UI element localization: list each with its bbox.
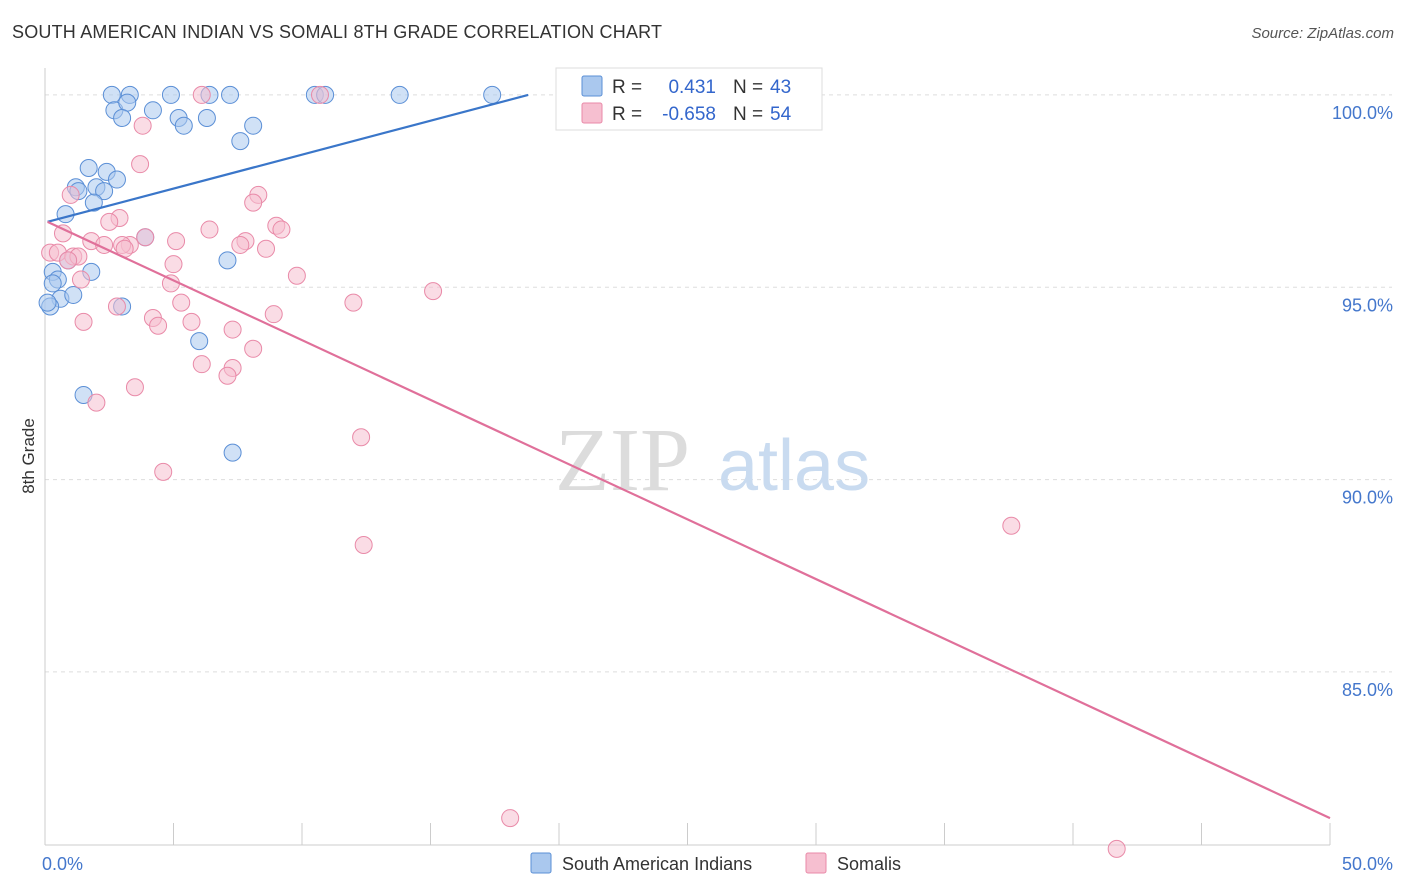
legend-n-value-2: 54 [770, 104, 792, 125]
legend-swatch-pink [581, 102, 603, 124]
correlation-legend: R = 0.431 N = 43 R = -0.658 N = 54 [555, 67, 823, 131]
point-south-american-indians [79, 159, 98, 178]
point-somalis [1107, 839, 1126, 858]
legend-r-label-1: R = [612, 77, 642, 98]
point-south-american-indians [390, 85, 409, 104]
point-somalis [287, 266, 306, 285]
trend-line-south-american-indians [47, 93, 529, 223]
watermark-atlas: atlas [718, 426, 870, 506]
point-somalis [182, 312, 201, 331]
point-somalis [192, 85, 211, 104]
point-somalis [501, 809, 520, 828]
trend-lines [47, 93, 1331, 820]
point-somalis [424, 282, 443, 301]
y-tick-label: 95.0% [1342, 295, 1393, 315]
point-somalis [59, 251, 78, 270]
point-somalis [125, 378, 144, 397]
legend-r-value-1: 0.431 [668, 77, 716, 98]
point-somalis [264, 305, 283, 324]
legend-n-label-1: N = [733, 77, 763, 98]
point-somalis [257, 239, 276, 258]
point-somalis [272, 220, 291, 239]
point-somalis [136, 228, 155, 247]
point-south-american-indians [43, 274, 62, 293]
point-somalis [192, 355, 211, 374]
point-somalis [344, 293, 363, 312]
point-somalis [244, 193, 263, 212]
y-axis-label: 8th Grade [19, 418, 38, 494]
point-south-american-indians [38, 293, 57, 312]
point-south-american-indians [174, 116, 193, 135]
y-tick-labels: 100.0% 95.0% 90.0% 85.0% [1332, 103, 1393, 700]
series-legend: South American Indians Somalis [530, 852, 901, 874]
point-south-american-indians [118, 93, 137, 112]
point-south-american-indians [221, 85, 240, 104]
point-somalis [71, 270, 90, 289]
legend-label-somalis: Somalis [837, 854, 901, 874]
point-somalis [1002, 516, 1021, 535]
point-somalis [87, 393, 106, 412]
point-south-american-indians [190, 332, 209, 351]
point-somalis [167, 232, 186, 251]
y-tick-label: 85.0% [1342, 680, 1393, 700]
point-south-american-indians [143, 101, 162, 120]
point-somalis [352, 428, 371, 447]
point-south-american-indians [64, 285, 83, 304]
point-south-american-indians [102, 85, 121, 104]
legend-swatch-south-american-indians [530, 852, 552, 874]
y-tick-label: 100.0% [1332, 103, 1393, 123]
x-axis-ticks [173, 823, 1331, 845]
point-south-american-indians [107, 170, 126, 189]
point-south-american-indians [244, 116, 263, 135]
point-south-american-indians [218, 251, 237, 270]
trend-line-somalis [47, 220, 1331, 820]
point-somalis [172, 293, 191, 312]
point-somalis [354, 535, 373, 554]
point-somalis [100, 212, 119, 231]
legend-r-label-2: R = [612, 104, 642, 125]
x-tick-label: 50.0% [1342, 854, 1393, 874]
point-somalis [74, 312, 93, 331]
point-south-american-indians [483, 85, 502, 104]
legend-swatch-blue [581, 75, 603, 97]
point-south-american-indians [84, 193, 103, 212]
point-somalis [310, 85, 329, 104]
point-somalis [149, 316, 168, 335]
legend-n-label-2: N = [733, 104, 763, 125]
point-south-american-indians [231, 132, 250, 151]
y-tick-label: 90.0% [1342, 488, 1393, 508]
point-somalis [61, 185, 80, 204]
point-somalis [223, 320, 242, 339]
legend-r-value-2: -0.658 [662, 104, 716, 125]
x-tick-labels: 0.0% 50.0% [42, 854, 1393, 874]
legend-swatch-somalis [805, 852, 827, 874]
point-south-american-indians [56, 205, 75, 224]
point-somalis [218, 366, 237, 385]
point-somalis [200, 220, 219, 239]
point-somalis [107, 297, 126, 316]
point-somalis [131, 155, 150, 174]
chart-title: SOUTH AMERICAN INDIAN VS SOMALI 8TH GRAD… [12, 22, 663, 42]
point-south-american-indians [223, 443, 242, 462]
point-somalis [244, 339, 263, 358]
point-south-american-indians [113, 109, 132, 128]
point-somalis [231, 235, 250, 254]
legend-n-value-1: 43 [770, 77, 791, 98]
gridlines [45, 94, 1392, 673]
watermark-zip: ZIP [555, 411, 690, 510]
source-label: Source: ZipAtlas.com [1251, 25, 1394, 42]
point-south-american-indians [161, 85, 180, 104]
x-tick-label: 0.0% [42, 854, 83, 874]
point-somalis [133, 116, 152, 135]
series-south-american-indians [38, 85, 635, 462]
legend-label-south-american-indians: South American Indians [562, 854, 752, 874]
point-south-american-indians [197, 109, 216, 128]
point-somalis [154, 462, 173, 481]
point-south-american-indians [95, 182, 114, 201]
point-somalis [164, 255, 183, 274]
